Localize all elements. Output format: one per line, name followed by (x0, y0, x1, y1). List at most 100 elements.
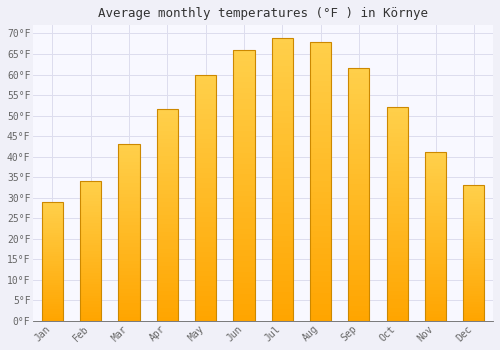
Bar (80, 254, 101, 257)
Bar (348, 311, 370, 316)
Bar (195, 109, 216, 114)
Bar (310, 176, 331, 181)
Bar (386, 299, 408, 304)
Bar (425, 294, 446, 297)
Bar (272, 315, 293, 321)
Bar (425, 169, 446, 173)
Bar (386, 141, 408, 146)
Bar (118, 222, 140, 225)
Bar (464, 310, 484, 313)
Bar (310, 231, 331, 237)
Bar (195, 89, 216, 94)
Bar (272, 202, 293, 208)
Bar (234, 82, 254, 88)
Bar (42, 280, 63, 283)
Bar (348, 189, 370, 195)
Bar (348, 74, 370, 78)
Bar (42, 309, 63, 311)
Bar (386, 107, 408, 321)
Bar (386, 214, 408, 218)
Bar (272, 100, 293, 106)
Bar (272, 208, 293, 213)
Bar (157, 215, 178, 219)
Bar (195, 104, 216, 109)
Bar (42, 278, 63, 280)
Bar (386, 287, 408, 291)
Bar (348, 134, 370, 139)
Bar (425, 267, 446, 270)
Bar (80, 209, 101, 212)
Bar (234, 299, 254, 304)
Bar (272, 179, 293, 185)
Bar (386, 274, 408, 278)
Bar (42, 271, 63, 273)
Bar (42, 228, 63, 230)
Bar (234, 110, 254, 115)
Bar (310, 75, 331, 81)
Bar (386, 184, 408, 188)
Bar (272, 281, 293, 287)
Bar (425, 317, 446, 321)
Bar (386, 304, 408, 308)
Bar (80, 223, 101, 226)
Bar (272, 230, 293, 236)
Bar (80, 282, 101, 285)
Bar (118, 159, 140, 162)
Bar (157, 270, 178, 274)
Bar (80, 193, 101, 195)
Bar (272, 190, 293, 196)
Bar (464, 237, 484, 239)
Bar (310, 142, 331, 148)
Bar (348, 99, 370, 104)
Bar (272, 174, 293, 179)
Bar (386, 210, 408, 214)
Bar (157, 253, 178, 257)
Bar (195, 296, 216, 301)
Bar (386, 116, 408, 120)
Bar (425, 196, 446, 200)
Bar (310, 187, 331, 192)
Bar (118, 144, 140, 321)
Bar (386, 180, 408, 184)
Bar (118, 275, 140, 278)
Bar (80, 262, 101, 265)
Bar (348, 316, 370, 321)
Bar (80, 279, 101, 282)
Bar (234, 93, 254, 99)
Bar (425, 280, 446, 284)
Bar (195, 188, 216, 193)
Bar (272, 66, 293, 71)
Bar (464, 210, 484, 212)
Bar (425, 304, 446, 307)
Bar (80, 215, 101, 217)
Bar (118, 194, 140, 197)
Bar (386, 124, 408, 129)
Bar (425, 287, 446, 290)
Bar (118, 268, 140, 271)
Bar (80, 307, 101, 310)
Bar (272, 270, 293, 275)
Bar (272, 37, 293, 43)
Bar (42, 266, 63, 268)
Bar (80, 310, 101, 312)
Bar (157, 139, 178, 143)
Bar (464, 278, 484, 280)
Bar (272, 241, 293, 247)
Bar (425, 274, 446, 277)
Bar (195, 84, 216, 89)
Bar (348, 68, 370, 74)
Bar (195, 153, 216, 158)
Bar (310, 70, 331, 75)
Bar (386, 291, 408, 295)
Bar (272, 60, 293, 66)
Bar (234, 218, 254, 223)
Bar (348, 144, 370, 149)
Bar (42, 204, 63, 206)
Bar (234, 50, 254, 321)
Bar (425, 189, 446, 193)
Bar (118, 197, 140, 201)
Bar (386, 176, 408, 180)
Bar (234, 88, 254, 93)
Bar (425, 264, 446, 267)
Bar (310, 310, 331, 315)
